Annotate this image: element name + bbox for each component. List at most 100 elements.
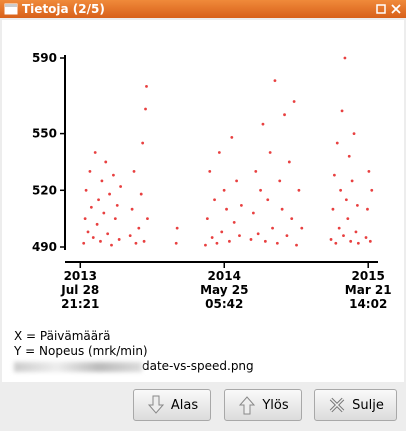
data-point (91, 236, 95, 239)
data-point (204, 243, 207, 247)
data-point (335, 141, 339, 145)
data-point (352, 132, 356, 135)
data-point (370, 188, 374, 192)
data-point (93, 151, 97, 154)
data-point (175, 226, 179, 230)
data-point (331, 207, 335, 211)
button-label: Ylös (262, 397, 289, 413)
data-point (130, 207, 134, 211)
data-point (139, 192, 143, 196)
data-point (134, 241, 138, 245)
data-point (343, 56, 347, 60)
file-name: date-vs-speed.png (142, 359, 254, 373)
data-point (278, 179, 282, 183)
data-point (99, 239, 102, 243)
data-point (137, 226, 141, 230)
close-icon (329, 397, 345, 413)
data-point (132, 170, 136, 173)
data-point (261, 122, 265, 126)
data-point (366, 207, 369, 211)
data-point (256, 232, 260, 236)
y-tick-label: 490 (32, 240, 57, 254)
button-label: Sulje (352, 397, 384, 413)
data-point (367, 170, 371, 173)
data-point (290, 217, 294, 221)
down-button[interactable]: Alas (133, 389, 211, 421)
data-point (344, 198, 348, 202)
data-point (349, 239, 353, 243)
data-point (249, 238, 253, 241)
data-point (251, 211, 255, 215)
data-point (222, 188, 226, 192)
data-point (364, 236, 368, 239)
x-tick-label: 21:21 (61, 297, 99, 311)
data-point (232, 221, 236, 224)
data-point (142, 239, 146, 243)
x-tick-label: May 25 (200, 283, 248, 297)
data-point (238, 234, 241, 238)
data-point (339, 188, 343, 192)
close-button[interactable] (391, 4, 401, 14)
data-point (88, 170, 92, 173)
data-point (263, 239, 267, 243)
data-point (297, 188, 301, 192)
x-tick-label: Jul 28 (60, 283, 99, 297)
file-line: date-vs-speed.png (14, 359, 254, 373)
data-point (110, 243, 113, 247)
data-point (239, 204, 243, 207)
close-dialog-button[interactable]: Sulje (314, 389, 397, 421)
data-point (235, 179, 238, 183)
data-point (208, 170, 212, 173)
data-point (141, 141, 145, 145)
data-point (97, 198, 100, 202)
data-point (287, 160, 291, 164)
info-line: X = Päivämäärä (14, 329, 111, 343)
up-icon (239, 396, 256, 415)
data-point (119, 185, 123, 188)
data-point (86, 230, 90, 234)
data-point (144, 107, 147, 111)
data-point (275, 241, 279, 245)
blurred-path (14, 361, 142, 372)
data-point (220, 230, 224, 234)
window-icon (4, 3, 18, 15)
info-line: Y = Nopeus (mrk/min) (14, 344, 148, 358)
maximize-button[interactable] (376, 4, 386, 14)
data-point (300, 226, 304, 230)
data-point (346, 217, 350, 221)
data-point (106, 232, 110, 236)
data-point (355, 204, 359, 207)
data-point (266, 198, 270, 202)
data-point (271, 226, 274, 230)
data-point (84, 188, 88, 192)
data-point (259, 188, 262, 192)
data-point (102, 211, 106, 215)
content-panel: 490 520 550 590 2013 Jul 28 21:21 2014 May 25 05:… (2, 20, 404, 382)
data-point (337, 226, 341, 230)
data-point (230, 135, 234, 139)
data-point (350, 179, 354, 183)
data-point (225, 207, 228, 211)
data-point (89, 205, 93, 209)
data-point (115, 204, 119, 207)
data-point (108, 192, 111, 196)
data-point (368, 239, 372, 243)
data-point (82, 241, 86, 245)
data-point (254, 170, 258, 173)
y-tick-label: 590 (32, 51, 57, 65)
data-point (340, 109, 344, 113)
data-point (354, 230, 358, 234)
data-point (205, 217, 209, 221)
data-point (356, 241, 360, 245)
x-tick-label: 14:02 (349, 297, 387, 311)
data-point (113, 217, 117, 221)
up-button[interactable]: Ylös (224, 389, 302, 421)
data-point (292, 100, 296, 103)
x-tick-label: 2015 (352, 269, 385, 283)
window-title: Tietoja (2/5) (22, 2, 105, 16)
data-point (215, 241, 219, 245)
data-point (145, 84, 148, 88)
data-point (117, 238, 121, 241)
data-point (146, 217, 149, 221)
data-point (283, 113, 286, 117)
